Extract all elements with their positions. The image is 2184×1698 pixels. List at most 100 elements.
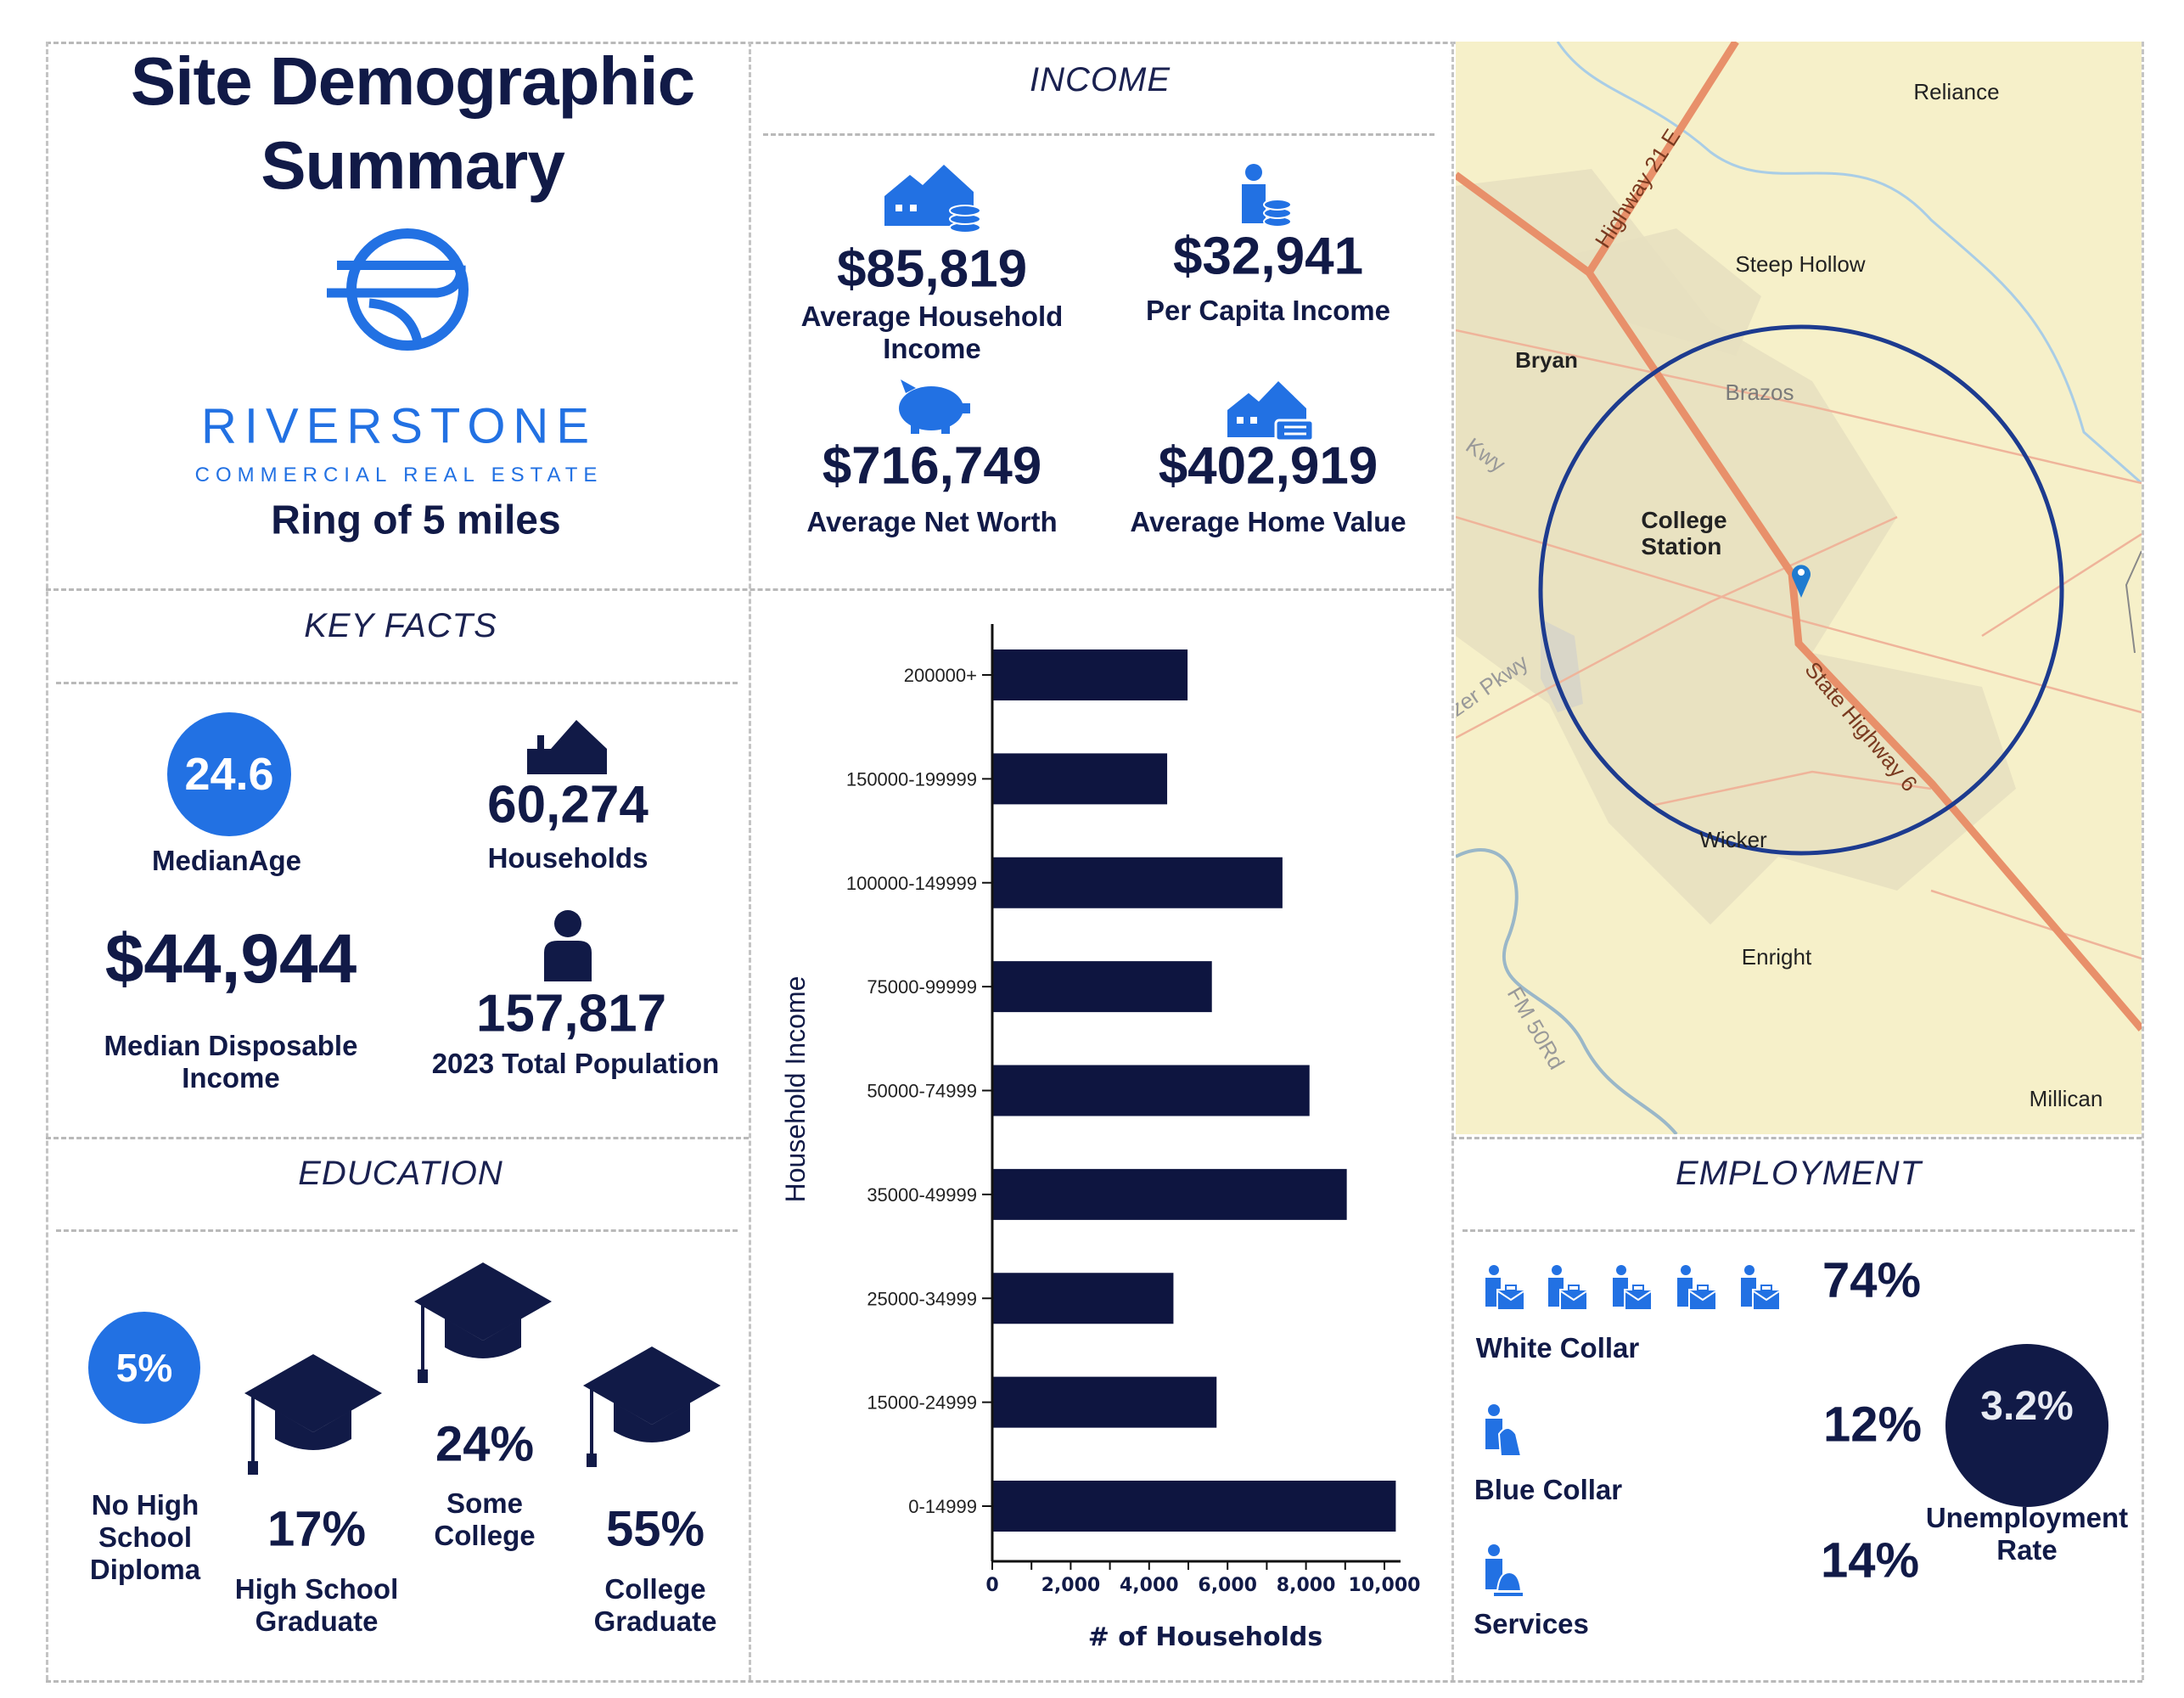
x-tick-label: 8,000 [1277, 1575, 1336, 1596]
column-divider [1451, 42, 1454, 1680]
some-college-label: Some College [434, 1487, 536, 1551]
unemployment-rate-badge: 3.2% [1945, 1344, 2108, 1507]
population-value: 157,817 [475, 984, 667, 1043]
map-place-label: Wicker [1699, 827, 1767, 852]
blue-collar-label: Blue Collar [1474, 1474, 1623, 1506]
header-underline [1463, 1229, 2135, 1232]
avg-household-income-label: Average Household Income [800, 301, 1064, 364]
house-coins-icon [884, 165, 981, 233]
page-title-line2: Summary [261, 127, 565, 203]
college-grad-label: College Graduate [593, 1573, 717, 1637]
bar-50000-74999 [992, 1065, 1310, 1116]
y-tick-label: 25000-34999 [867, 1288, 977, 1309]
services-label: Services [1474, 1608, 1589, 1640]
map-place-label: Brazos [1726, 380, 1794, 405]
bar-75000-99999 [992, 961, 1212, 1013]
map-place-label-college-station: College Station [1641, 507, 1727, 559]
frame-right [2142, 42, 2144, 1680]
person-coins-icon [1242, 164, 1292, 228]
bar-35000-49999 [992, 1168, 1347, 1220]
bar-100000-149999 [992, 857, 1283, 908]
blue-collar-value: 12% [1822, 1397, 1923, 1453]
income-header: INCOME [1030, 61, 1171, 98]
white-collar-worker-icon [1677, 1265, 1717, 1311]
white-collar-worker-icon [1485, 1265, 1525, 1311]
y-tick-label: 100000-149999 [846, 873, 977, 894]
services-value: 14% [1820, 1532, 1920, 1588]
avg-net-worth-label: Average Net Worth [806, 506, 1058, 538]
frame-bottom [46, 1680, 2142, 1683]
header-underline [56, 682, 738, 684]
median-age-label: MedianAge [151, 845, 302, 877]
map-place-label: Millican [2030, 1086, 2103, 1111]
graduation-cap-icon [583, 1347, 721, 1467]
population-label: 2023 Total Population [431, 1048, 720, 1080]
map-place-label: Enright [1742, 944, 1812, 970]
five-mile-ring [1538, 324, 2064, 856]
logo-tagline: COMMERCIAL REAL ESTATE [194, 464, 604, 487]
ring-radius-label: Ring of 5 miles [271, 498, 561, 543]
x-tick-label: 6,000 [1198, 1575, 1257, 1596]
households-label: Households [487, 842, 648, 874]
row-divider [46, 1137, 749, 1139]
y-tick-label: 35000-49999 [867, 1184, 977, 1206]
row-divider [1451, 1137, 2142, 1139]
house-tag-icon [1227, 381, 1315, 442]
white-collar-worker-icon [1613, 1265, 1653, 1311]
bar-150000-199999 [992, 753, 1168, 805]
page-title-line1: Site Demographic [130, 43, 695, 119]
site-location-pin-icon[interactable] [1792, 565, 1811, 598]
y-axis-title: Household Income [780, 976, 811, 1203]
house-icon [527, 720, 607, 774]
median-age-badge: 24.6 [167, 712, 291, 836]
high-school-grad-value: 17% [267, 1501, 367, 1557]
y-tick-label: 200000+ [904, 665, 977, 686]
x-tick-label: 0 [985, 1575, 998, 1596]
avg-home-value-label: Average Home Value [1130, 506, 1406, 538]
frame-left [46, 42, 48, 1680]
x-tick-label: 2,000 [1041, 1575, 1101, 1596]
row-divider [46, 588, 1451, 591]
y-tick-label: 15000-24999 [867, 1392, 977, 1414]
bar-25000-34999 [992, 1273, 1174, 1324]
riverstone-logo-icon [327, 228, 469, 351]
piggy-bank-icon [899, 380, 970, 434]
avg-net-worth-value: $716,749 [822, 436, 1042, 496]
avg-household-income-value: $85,819 [836, 239, 1028, 299]
blue-collar-worker-icon [1485, 1404, 1523, 1457]
education-header: EDUCATION [298, 1155, 503, 1192]
bar-200000+ [992, 649, 1188, 700]
unemployment-rate-value: 3.2% [1980, 1384, 2074, 1429]
unemployment-rate-label: Unemployment Rate [1925, 1502, 2129, 1566]
high-school-grad-label: High School Graduate [234, 1573, 399, 1637]
white-collar-value: 74% [1822, 1252, 1922, 1308]
y-tick-label: 0-14999 [908, 1496, 977, 1517]
bar-15000-24999 [992, 1376, 1217, 1428]
white-collar-label: White Collar [1475, 1332, 1640, 1364]
map-place-label: Steep Hollow [1735, 251, 1865, 277]
x-tick-label: 10,000 [1349, 1575, 1421, 1596]
map-place-label: Reliance [1913, 79, 1999, 104]
person-icon [544, 910, 592, 981]
y-tick-label: 75000-99999 [867, 976, 977, 998]
x-axis-title: # of Households [1088, 1622, 1323, 1652]
site-map[interactable]: Reliance Steep Hollow Bryan Brazos Wicke… [1456, 42, 2142, 1134]
median-disposable-income-value: $44,944 [104, 919, 357, 998]
y-tick-label: 50000-74999 [867, 1081, 977, 1102]
logo-name: RIVERSTONE [200, 398, 598, 454]
graduation-cap-icon [414, 1262, 552, 1383]
y-tick-label: 150000-199999 [846, 768, 977, 790]
white-collar-worker-icon [1548, 1265, 1588, 1311]
frame-top [46, 42, 2142, 44]
employment-header: EMPLOYMENT [1675, 1155, 1923, 1192]
some-college-value: 24% [435, 1416, 535, 1472]
header-underline [56, 1229, 738, 1232]
avg-home-value-value: $402,919 [1158, 436, 1378, 496]
services-worker-icon [1485, 1544, 1523, 1596]
column-divider [749, 42, 751, 1680]
bar-0-14999 [992, 1481, 1396, 1532]
graduation-cap-icon [244, 1354, 382, 1475]
college-grad-value: 55% [605, 1501, 705, 1557]
